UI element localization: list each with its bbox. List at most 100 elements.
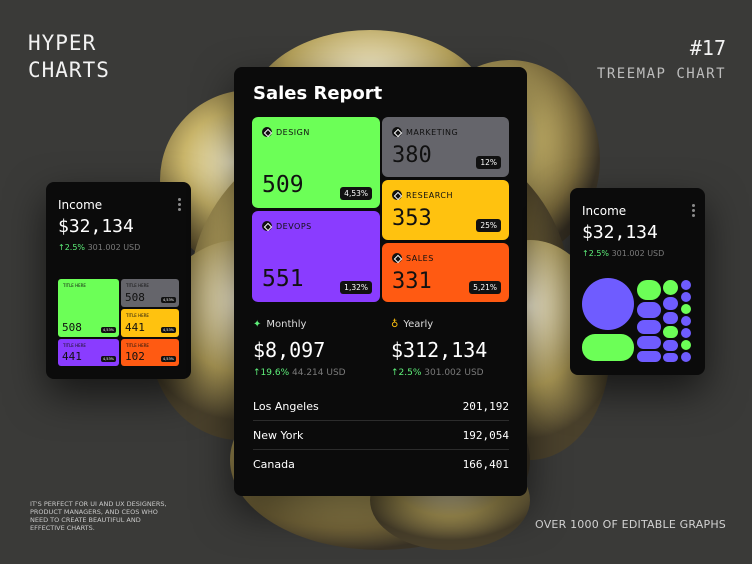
income-value: $32,134: [58, 216, 134, 237]
mini-tile-value: 441: [62, 350, 82, 363]
footnote-text: IT'S PERFECT FOR UI AND UX DESIGNERS, PR…: [30, 500, 167, 532]
mini-tile-pct: 4,53%: [160, 356, 176, 362]
mini-tile: TITLE HERE 441 4,53%: [58, 339, 119, 366]
yearly-stat: ♁ Yearly $312,134 ↑2.5% 301.002 USD: [391, 319, 487, 378]
issue-header: #17 TREEMAP CHART: [597, 36, 726, 82]
issue-number: #17: [689, 36, 726, 60]
mini-tile: TITLE HERE 102 4,53%: [121, 339, 179, 366]
monthly-label: Monthly: [266, 319, 307, 330]
table-row[interactable]: Los Angeles 201,192: [253, 392, 509, 421]
category-icon: [392, 190, 402, 200]
city-table: Los Angeles 201,192 New York 192,054 Canad…: [253, 392, 509, 479]
tile-value: 331: [392, 269, 432, 294]
up-arrow-icon: ↑: [58, 243, 65, 252]
tile-research[interactable]: RESEARCH 353 25%: [382, 180, 509, 240]
monthly-value: $8,097: [253, 338, 326, 362]
monthly-sub: 44.214 USD: [292, 368, 346, 378]
mini-tile-pct: 4,53%: [160, 327, 176, 333]
mini-tile-label: TITLE HERE: [63, 343, 86, 348]
mini-tile-pct: 4,53%: [100, 327, 116, 333]
income-sub: 301.002 USD: [611, 249, 665, 258]
tile-design[interactable]: DESIGN 509 4,53%: [252, 117, 380, 208]
mini-tile-value: 441: [125, 321, 145, 334]
mini-tile-label: TITLE HERE: [126, 313, 149, 318]
category-icon: [262, 221, 272, 231]
yearly-sub: 301.002 USD: [424, 368, 484, 378]
tile-pct: 4,53%: [340, 187, 372, 200]
monthly-stat: ✦ Monthly $8,097 ↑19.6% 44.214 USD: [253, 319, 346, 378]
income-card-left: Income $32,134 ↑2.5% 301.002 USD TITLE H…: [46, 182, 191, 379]
bubble: [681, 316, 691, 326]
category-icon: [392, 127, 402, 137]
tile-devops[interactable]: DEVOPS 551 1,32%: [252, 211, 380, 302]
tile-pct: 12%: [476, 156, 501, 169]
category-icon: [392, 253, 402, 263]
tagline-text: OVER 1000 OF EDITABLE GRAPHS: [535, 518, 726, 531]
income-change: 2.5%: [64, 243, 86, 252]
bubble: [637, 280, 661, 300]
income-title: Income: [58, 198, 103, 212]
tile-pct: 1,32%: [340, 281, 372, 294]
bubble: [681, 340, 691, 350]
tile-pct: 5,21%: [469, 281, 501, 294]
tile-sales[interactable]: SALES 331 5,21%: [382, 243, 509, 302]
tile-label: MARKETING: [406, 127, 459, 137]
sales-report-card: Sales Report DESIGN 509 4,53% DEVOPS 551…: [234, 67, 527, 496]
bubble: [582, 334, 634, 361]
city-name: Canada: [253, 458, 295, 471]
bubble: [663, 297, 678, 310]
bubble: [582, 278, 634, 330]
tile-value: 509: [262, 172, 304, 198]
brand-line-2: CHARTS: [28, 58, 110, 82]
mini-tile-value: 102: [125, 350, 145, 363]
mini-tile-value: 508: [62, 321, 82, 334]
up-arrow-icon: ↑: [391, 368, 399, 378]
issue-subtitle: TREEMAP CHART: [596, 66, 726, 82]
income-card-right: Income $32,134 ↑2.5% 301.002 USD: [570, 188, 705, 375]
tile-value: 353: [392, 206, 432, 231]
mini-tile-label: TITLE HERE: [126, 343, 149, 348]
city-name: Los Angeles: [253, 399, 319, 413]
tile-value: 551: [262, 266, 304, 292]
mini-tile-pct: 4,53%: [160, 297, 176, 303]
bubble: [681, 328, 691, 338]
table-row[interactable]: Canada 166,401: [253, 450, 509, 479]
medal-icon: ♁: [391, 319, 399, 330]
bubble: [637, 336, 661, 349]
bubble: [663, 340, 678, 351]
tile-label: DEVOPS: [276, 221, 312, 231]
bubble: [663, 312, 678, 324]
table-row[interactable]: New York 192,054: [253, 421, 509, 450]
up-arrow-icon: ↑: [253, 368, 261, 378]
bubble: [663, 353, 678, 362]
yearly-change: 2.5%: [398, 368, 422, 378]
yearly-label: Yearly: [403, 319, 434, 330]
city-name: New York: [253, 428, 304, 442]
mini-tile-value: 508: [125, 291, 145, 304]
income-title: Income: [582, 204, 627, 218]
income-change-row: ↑2.5% 301.002 USD: [582, 249, 664, 258]
bubble: [681, 352, 691, 362]
more-options-icon[interactable]: [692, 204, 695, 217]
mini-tile-label: TITLE HERE: [63, 283, 86, 288]
sparkle-icon: ✦: [253, 319, 262, 330]
tile-label: DESIGN: [276, 127, 310, 137]
bubble: [681, 280, 691, 290]
more-options-icon[interactable]: [178, 198, 181, 211]
bubble: [663, 280, 678, 295]
mini-tile-label: TITLE HERE: [126, 283, 149, 288]
bubble: [637, 302, 661, 318]
tile-label: RESEARCH: [406, 190, 453, 200]
brand-line-1: HYPER: [28, 31, 97, 55]
income-change-row: ↑2.5% 301.002 USD: [58, 243, 140, 252]
bubble: [681, 292, 691, 302]
mini-tile-pct: 4,53%: [100, 356, 116, 362]
tile-pct: 25%: [476, 219, 501, 232]
city-value: 192,054: [462, 428, 509, 442]
tile-label: SALES: [406, 253, 434, 263]
bubble: [663, 326, 678, 338]
bubble: [681, 304, 691, 314]
income-value: $32,134: [582, 222, 658, 243]
sales-report-title: Sales Report: [253, 83, 383, 104]
tile-marketing[interactable]: MARKETING 380 12%: [382, 117, 509, 177]
